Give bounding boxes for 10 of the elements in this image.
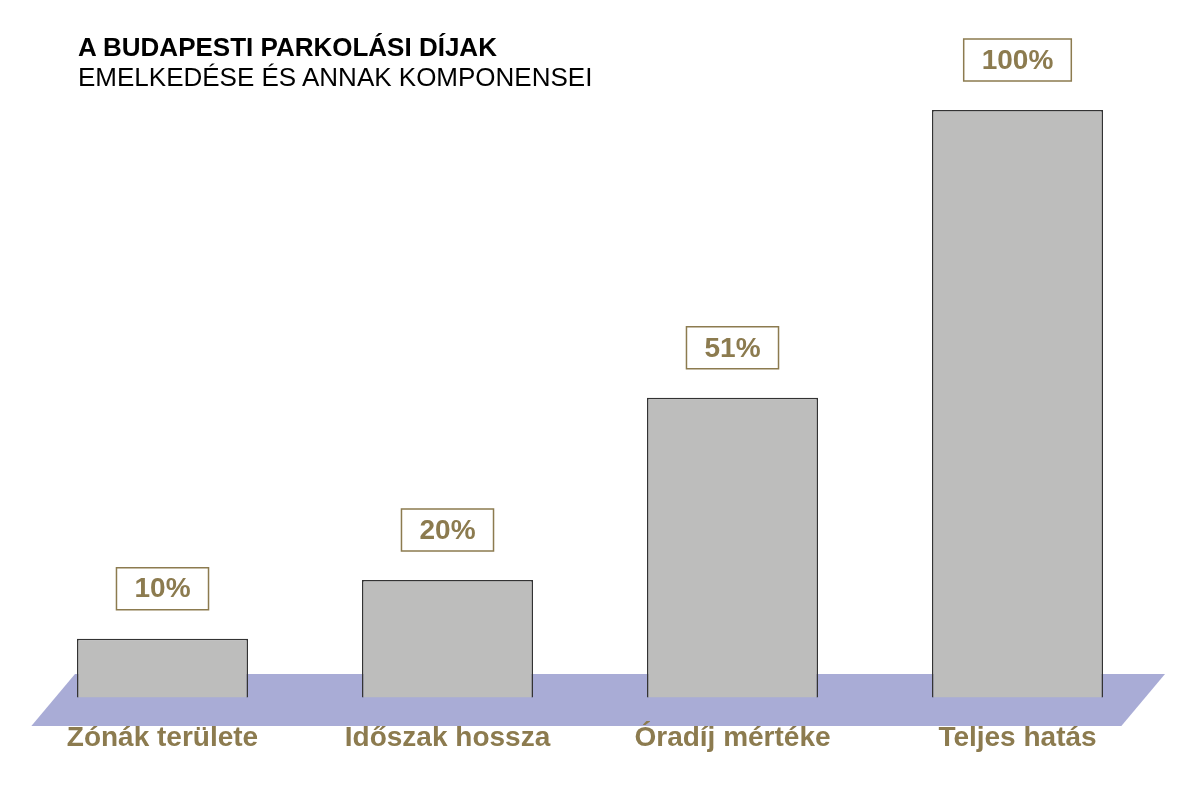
x-tick-label: Óradíj mértéke — [634, 720, 831, 752]
x-tick-label: Teljes hatás — [938, 720, 1097, 752]
data-label: 20% — [419, 513, 476, 545]
data-label: 10% — [134, 572, 191, 604]
x-tick-label: Időszak hossza — [344, 720, 551, 752]
chart-subtitle: EMELKEDÉSE ÉS ANNAK KOMPONENSEI — [78, 62, 593, 92]
x-tick-label: Zónák területe — [66, 720, 259, 752]
data-label: 51% — [704, 331, 761, 363]
data-label: 100% — [981, 43, 1054, 75]
chart-title: A BUDAPESTI PARKOLÁSI DÍJAK — [78, 32, 497, 62]
